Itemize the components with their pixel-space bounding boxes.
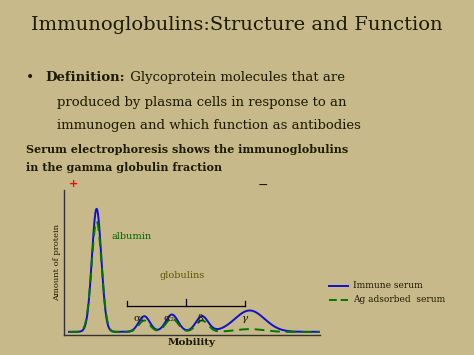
Text: •: • (26, 71, 34, 85)
Y-axis label: Amount of protein: Amount of protein (53, 224, 61, 301)
Text: Immune serum: Immune serum (353, 281, 423, 290)
Text: α₁: α₁ (134, 314, 145, 323)
Text: Glycoprotein molecules that are: Glycoprotein molecules that are (126, 71, 345, 84)
Text: produced by plasma cells in response to an: produced by plasma cells in response to … (57, 96, 346, 109)
Text: immunogen and which function as antibodies: immunogen and which function as antibodi… (57, 119, 361, 132)
Text: in the gamma globulin fraction: in the gamma globulin fraction (26, 162, 222, 173)
X-axis label: Mobility: Mobility (168, 338, 216, 347)
Text: β: β (198, 314, 204, 323)
Text: albumin: albumin (112, 232, 152, 241)
Text: −: − (258, 179, 268, 192)
Text: α₂: α₂ (164, 314, 175, 323)
Text: Immunoglobulins:Structure and Function: Immunoglobulins:Structure and Function (31, 16, 443, 34)
Text: Ag adsorbed  serum: Ag adsorbed serum (353, 295, 446, 305)
Text: globulins: globulins (159, 271, 205, 280)
Text: Definition:: Definition: (45, 71, 125, 84)
Text: Serum electrophoresis shows the immunoglobulins: Serum electrophoresis shows the immunogl… (26, 144, 348, 155)
Text: γ: γ (242, 314, 248, 323)
Text: +: + (69, 179, 78, 189)
